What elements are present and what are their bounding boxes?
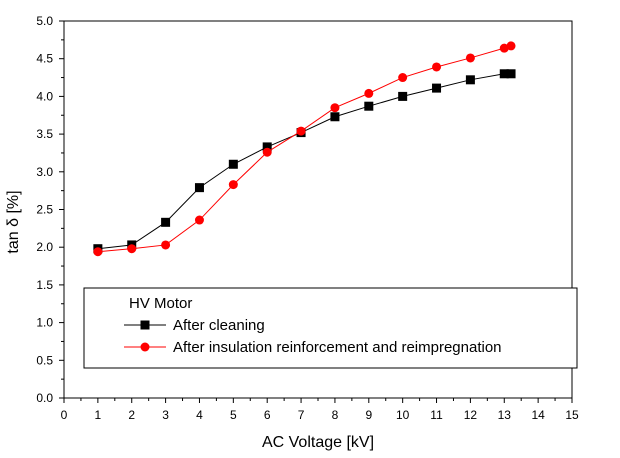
legend-label-after-cleaning: After cleaning <box>173 317 265 334</box>
y-tick-label: 1.0 <box>36 316 53 330</box>
x-tick-label: 6 <box>264 408 271 422</box>
x-tick-label: 14 <box>531 408 545 422</box>
y-tick-label: 4.5 <box>36 52 53 66</box>
y-tick-label: 0.5 <box>36 353 53 367</box>
x-tick-label: 5 <box>230 408 237 422</box>
y-tick-label: 0.0 <box>36 391 53 405</box>
x-tick-label: 9 <box>365 408 372 422</box>
x-tick-label: 13 <box>498 408 512 422</box>
data-point-circle <box>398 73 408 83</box>
data-point-square <box>398 91 408 101</box>
series-after-cleaning <box>93 69 516 254</box>
data-point-square <box>499 69 509 79</box>
legend: HV Motor After cleaning After insulation… <box>83 287 578 369</box>
data-point-square <box>161 217 171 227</box>
data-point-circle <box>262 147 272 157</box>
x-tick-label: 3 <box>162 408 169 422</box>
x-tick-label: 11 <box>430 408 443 422</box>
y-tick-label: 3.5 <box>36 127 53 141</box>
data-point-circle <box>93 247 103 257</box>
data-point-square <box>262 142 272 152</box>
x-tick-label: 4 <box>196 408 203 422</box>
data-point-circle <box>499 43 509 53</box>
series-after-reinforcement <box>93 41 516 257</box>
y-axis-label: tan δ [%] <box>5 190 22 253</box>
x-axis-label: AC Voltage [kV] <box>262 434 374 451</box>
x-tick-label: 2 <box>128 408 135 422</box>
data-point-square <box>330 112 340 122</box>
data-point-square <box>194 183 204 193</box>
y-tick-label: 4.0 <box>36 89 53 103</box>
y-tick-label: 2.0 <box>36 240 53 254</box>
data-point-square <box>228 159 238 169</box>
x-tick-label: 8 <box>332 408 339 422</box>
legend-box <box>83 287 578 369</box>
data-point-circle <box>161 240 171 250</box>
x-tick-label: 1 <box>95 408 102 422</box>
x-tick-label: 0 <box>61 408 68 422</box>
data-point-square <box>506 69 516 79</box>
data-point-circle <box>330 103 340 113</box>
x-tick-label: 12 <box>464 408 478 422</box>
data-point-circle <box>228 180 238 190</box>
data-point-square <box>465 75 475 85</box>
data-point-square <box>432 83 442 93</box>
data-point-circle <box>194 215 204 225</box>
x-tick-label: 7 <box>298 408 305 422</box>
data-point-circle <box>506 41 516 51</box>
series-line-after-cleaning <box>97 73 512 250</box>
data-point-circle <box>432 62 442 72</box>
x-axis-ticks: 0 1 2 3 4 5 6 7 8 9 10 11 12 13 14 15 <box>61 398 579 422</box>
series-layer <box>93 41 516 257</box>
legend-label-after-reinforcement: After insulation reinforcement and reimp… <box>173 339 502 356</box>
x-tick-label: 15 <box>565 408 579 422</box>
x-tick-label: 10 <box>396 408 410 422</box>
legend-entry-after-cleaning: After cleaning <box>124 317 265 334</box>
y-tick-label: 2.5 <box>36 203 53 217</box>
y-tick-label: 5.0 <box>36 14 53 28</box>
legend-entry-after-reinforcement: After insulation reinforcement and reimp… <box>124 339 502 356</box>
y-axis-ticks: 0.0 0.5 1.0 1.5 2.0 2.5 3.0 3.5 4.0 4.5 5.0 <box>36 14 64 405</box>
legend-marker-square <box>140 320 150 330</box>
legend-marker-circle <box>140 342 150 352</box>
data-point-circle <box>127 244 137 254</box>
data-point-circle <box>296 126 306 136</box>
y-tick-label: 1.5 <box>36 278 53 292</box>
series-line-after-reinforcement <box>97 45 512 253</box>
legend-title: HV Motor <box>129 295 192 312</box>
plot-area-frame <box>63 20 573 399</box>
data-point-circle <box>364 88 374 98</box>
y-tick-label: 3.0 <box>36 165 53 179</box>
data-point-circle <box>465 53 475 63</box>
data-point-square <box>364 101 374 111</box>
